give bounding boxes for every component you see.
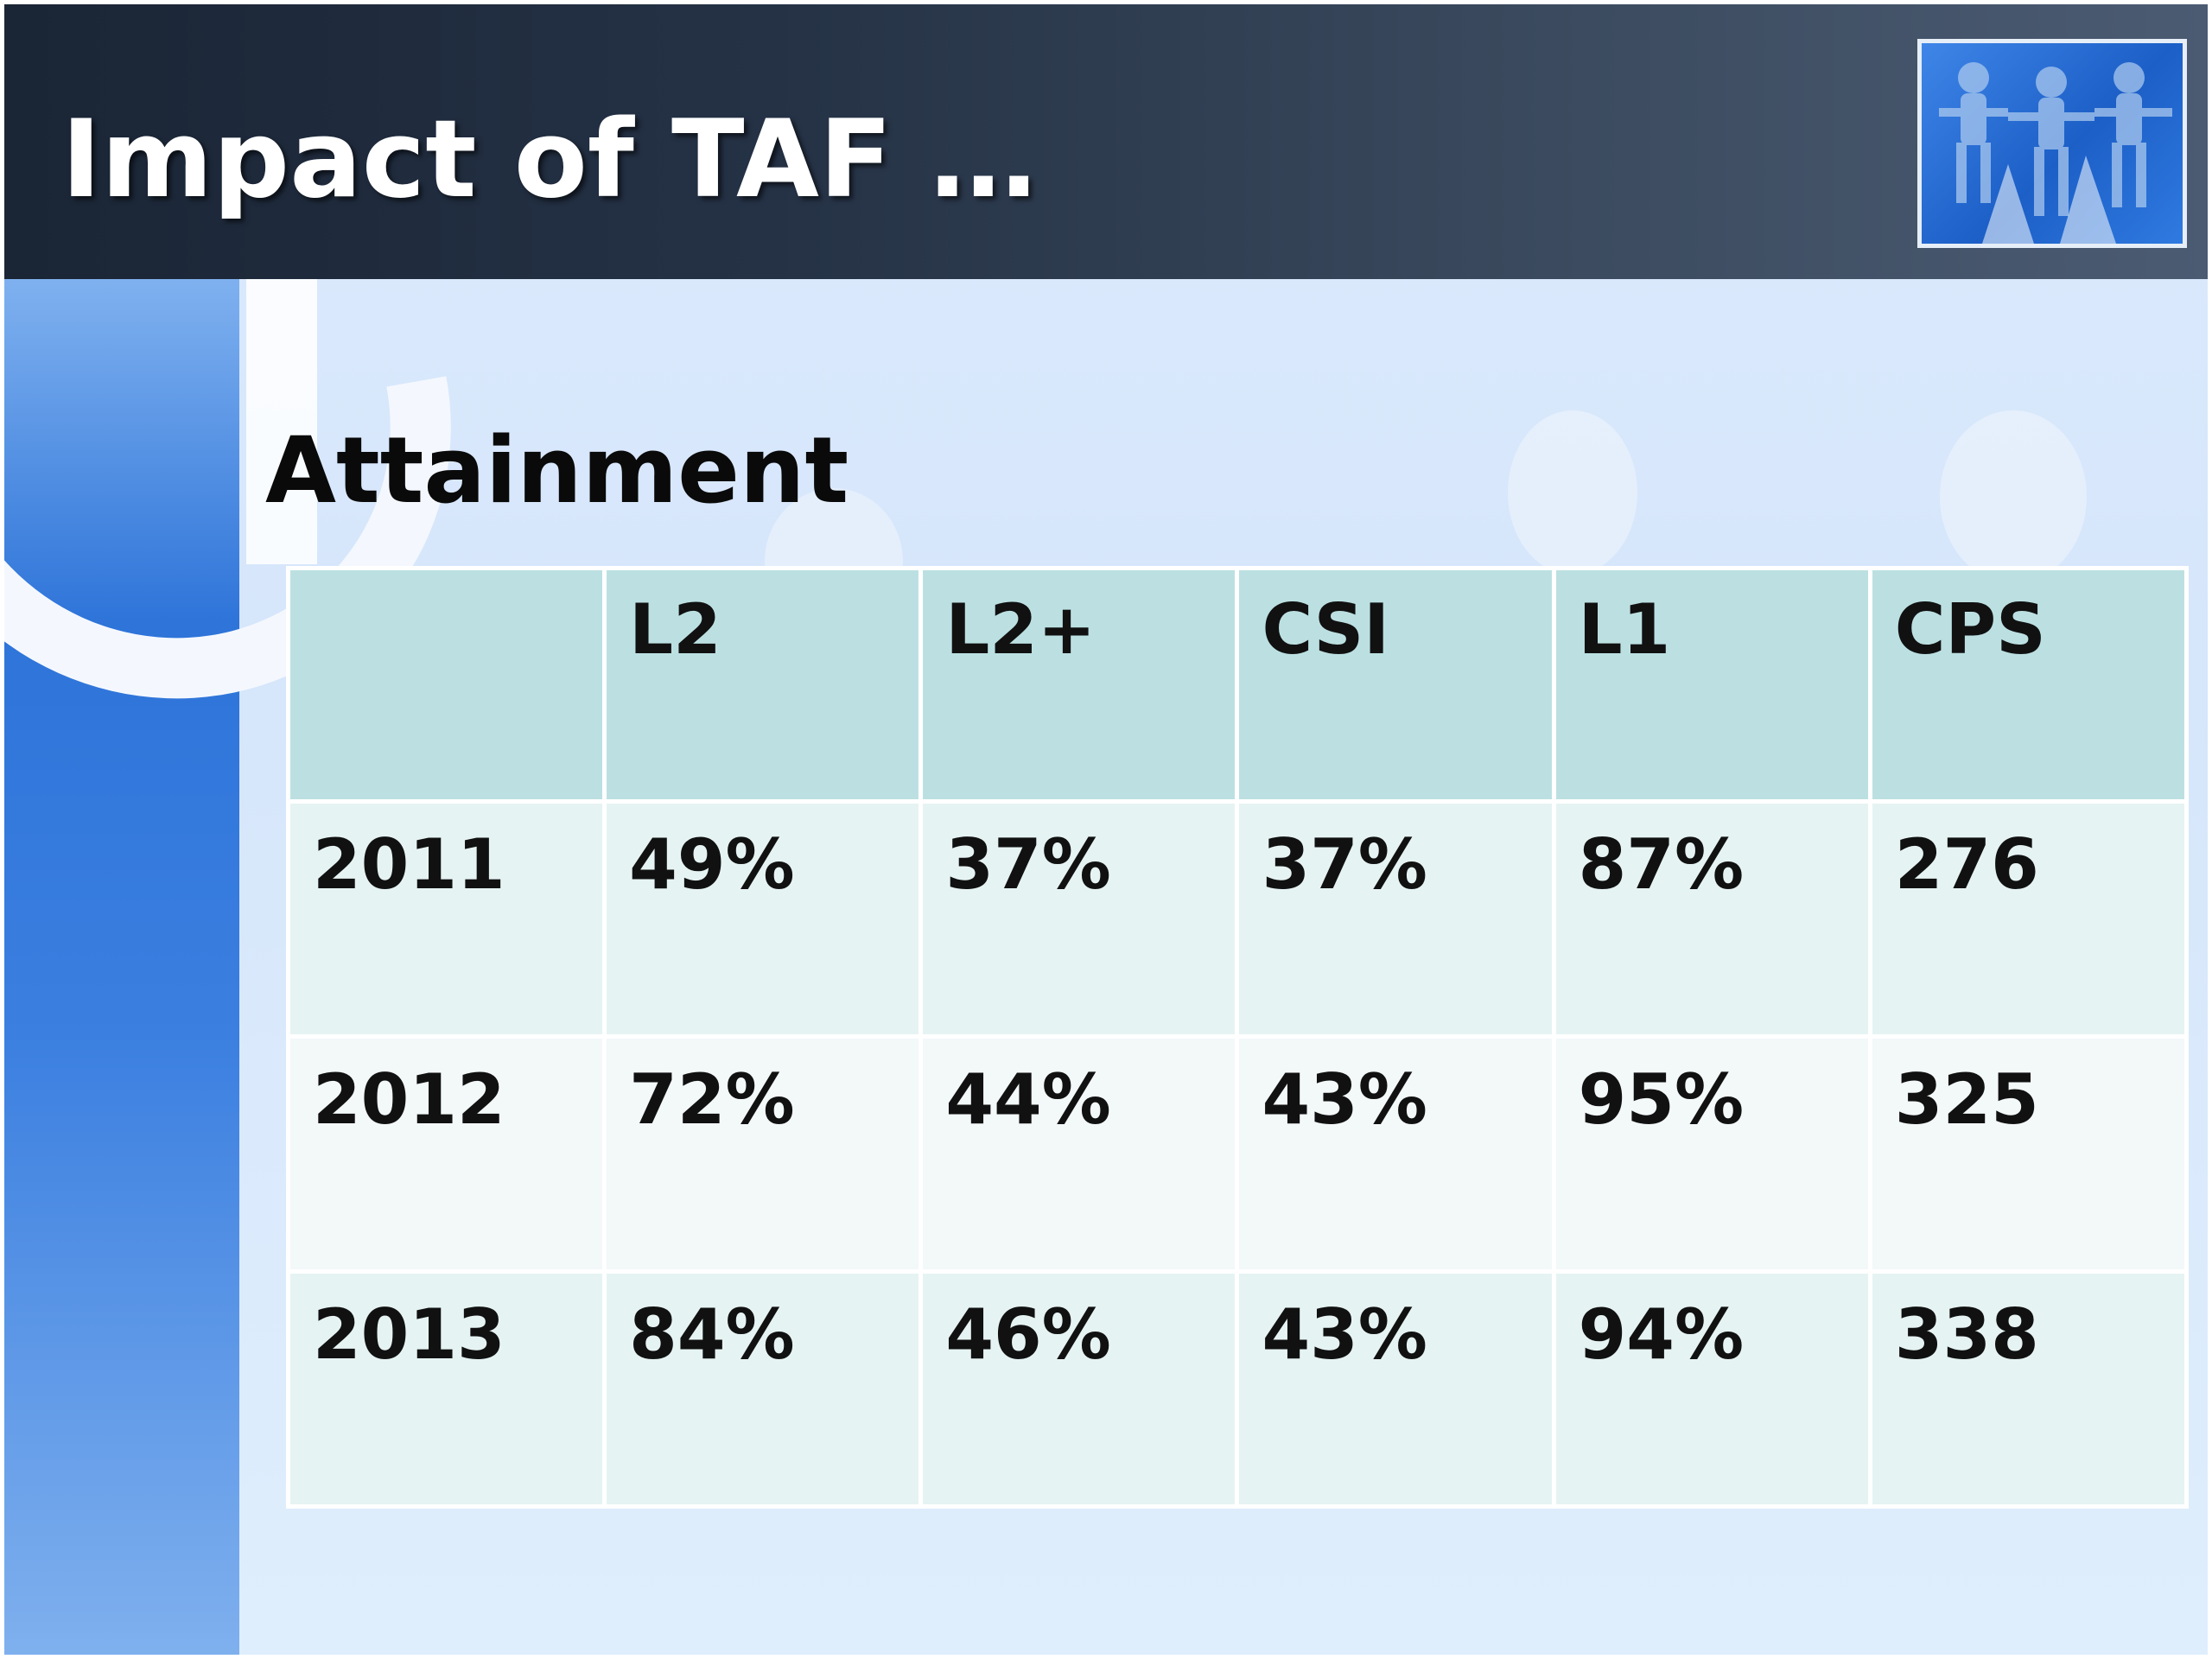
table-row: 2013 84% 46% 43% 94% 338 (285, 1269, 2190, 1509)
table-header-row: L2 L2+ CSI L1 CPS (285, 566, 2190, 804)
decor-pillar (246, 279, 317, 564)
table-cell: 43% (1235, 1269, 1556, 1509)
table-cell: 84% (602, 1269, 924, 1509)
year-cell: 2013 (285, 1269, 607, 1509)
header-cell-l1: L1 (1551, 566, 1872, 804)
table-cell: 95% (1551, 1034, 1872, 1274)
table-row: 2011 49% 37% 37% 87% 276 (285, 799, 2190, 1039)
header-cell-empty (285, 566, 607, 804)
header-cell-csi: CSI (1235, 566, 1556, 804)
slide-subtitle: Attainment (265, 417, 849, 524)
header-cell-l2: L2 (602, 566, 924, 804)
table-cell: 325 (1867, 1034, 2190, 1274)
table-cell: 43% (1235, 1034, 1556, 1274)
title-bar: Impact of TAF … (4, 4, 2208, 279)
decor-figure-head (1508, 410, 1637, 575)
table-cell: 49% (602, 799, 924, 1039)
table-cell: 37% (918, 799, 1240, 1039)
year-cell: 2011 (285, 799, 607, 1039)
table-cell: 276 (1867, 799, 2190, 1039)
year-cell: 2012 (285, 1034, 607, 1274)
table-cell: 94% (1551, 1269, 1872, 1509)
attainment-table: L2 L2+ CSI L1 CPS 2011 49% 37% 37% 87% 2… (285, 566, 2190, 1509)
table-cell: 37% (1235, 799, 1556, 1039)
decor-figure-head (1940, 410, 2087, 583)
table-cell: 46% (918, 1269, 1240, 1509)
paper-people-chain-icon (1917, 39, 2187, 248)
table-cell: 44% (918, 1034, 1240, 1274)
table-cell: 338 (1867, 1269, 2190, 1509)
header-cell-cps: CPS (1867, 566, 2190, 804)
slide-title: Impact of TAF … (61, 98, 1037, 222)
table-cell: 72% (602, 1034, 924, 1274)
table-row: 2012 72% 44% 43% 95% 325 (285, 1034, 2190, 1274)
left-decor-band (4, 279, 239, 1655)
header-cell-l2plus: L2+ (918, 566, 1240, 804)
table-cell: 87% (1551, 799, 1872, 1039)
